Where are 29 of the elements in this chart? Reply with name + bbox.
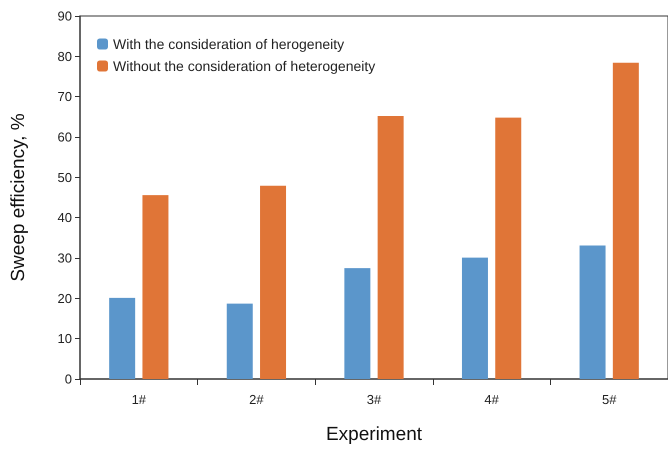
x-tick-label: 5# (602, 392, 618, 407)
y-tick-label: 30 (58, 250, 72, 266)
legend-label: With the consideration of herogeneity (113, 36, 344, 52)
x-axis-title: Experiment (326, 424, 423, 445)
bar (495, 118, 522, 379)
y-tick-label: 10 (58, 331, 72, 346)
bar (612, 62, 639, 379)
y-tick-label: 0 (64, 372, 72, 386)
x-tick-label: 2# (249, 392, 264, 407)
x-tick-label: 3# (366, 392, 382, 407)
y-axis-title: Sweep efficiency, % (8, 113, 29, 282)
bar (142, 195, 168, 379)
bar (378, 116, 404, 379)
y-tick-label: 80 (58, 48, 72, 64)
bar (580, 245, 606, 379)
x-tick-label: 4# (484, 392, 500, 407)
bar (226, 304, 253, 379)
y-tick-label: 70 (58, 89, 72, 104)
legend-label: Without the consideration of heterogeneity (113, 58, 376, 74)
y-tick-label: 40 (58, 210, 72, 226)
bar (462, 258, 488, 379)
bar (260, 186, 286, 379)
bar (109, 298, 136, 379)
bar (344, 268, 370, 379)
x-tick-label: 1# (132, 392, 147, 407)
y-tick-label: 50 (58, 170, 72, 185)
y-tick-label: 90 (58, 8, 72, 24)
y-tick-label: 60 (58, 130, 72, 144)
y-tick-label: 20 (58, 290, 72, 306)
